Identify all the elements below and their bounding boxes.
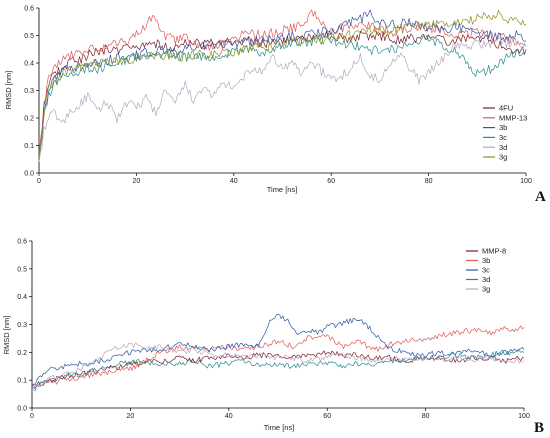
panel-b-series-line-3g: [31, 342, 525, 392]
panel-a-legend-label: 3b: [499, 123, 507, 132]
panel-a-y-tick-label: 0.5: [24, 33, 34, 40]
panel-b-series-line-3b: [31, 325, 525, 388]
panel-a-y-tick-label: 0.6: [24, 6, 34, 13]
panel-a-y-tick-label: 0.2: [24, 116, 34, 123]
panel-a-letter: A: [535, 189, 546, 205]
panel-b-legend-label: 3b: [482, 256, 490, 265]
panel-a-x-tick-label: 100: [520, 178, 532, 185]
panel-b-y-tick-label: 0.3: [17, 322, 27, 329]
panel-a-x-tick-label: 40: [230, 178, 238, 185]
panel-b-x-axis-title: Time [ns]: [264, 423, 295, 432]
panel-b-legend-label: 3d: [482, 275, 490, 284]
panel-a-x-tick-label: 0: [37, 178, 41, 185]
panel-b-y-tick-label: 0.2: [17, 350, 27, 357]
panel-b-legend-label: MMP-8: [482, 247, 506, 256]
panel-a-x-tick-label: 80: [425, 178, 433, 185]
panel-a-series-line-3c: [38, 34, 527, 163]
panel-b-letter: B: [534, 420, 544, 436]
panel-a-plot-area: 0 20 40 60 80 100 0.0 0.1 0.2 0.3 0.4 0.5 0.6 4FUMMP-…: [24, 6, 532, 186]
panel-b: 0 20 40 60 80 100 0.0 0.1 0.2 0.3 0.4 0.5 0.6 MMP-83b…: [2, 239, 544, 437]
panel-b-legend-label: 3c: [482, 266, 490, 275]
panel-b-legend-label: 3g: [482, 285, 490, 294]
panel-b-y-tick-label: 0.0: [17, 406, 27, 413]
panel-a-legend-label: 3c: [499, 133, 507, 142]
panel-a-y-tick-label: 0.3: [24, 88, 34, 95]
panel-a-y-axis-title: RMSD [nm]: [4, 71, 13, 110]
panel-b-x-tick-label: 40: [225, 413, 233, 420]
panel-a-series-line-3g: [38, 9, 527, 160]
panel-a-series-line-mmp-13: [38, 9, 527, 157]
panel-b-y-tick-label: 0.6: [17, 239, 27, 246]
panel-a-x-axis-title: Time [ns]: [267, 185, 298, 194]
panel-a-y-tick-label: 0.1: [24, 143, 34, 150]
panel-a-legend-label: MMP-13: [499, 113, 527, 122]
panel-b-series-lines: [31, 314, 525, 392]
panel-a-series-line-4fu: [38, 30, 527, 160]
panel-b-y-tick-label: 0.1: [17, 378, 27, 385]
panel-b-plot-area: 0 20 40 60 80 100 0.0 0.1 0.2 0.3 0.4 0.5 0.6 MMP-83b…: [17, 239, 530, 421]
panel-b-series-line-3c: [31, 314, 525, 386]
panel-b-series-line-mmp-8: [31, 350, 525, 388]
panel-b-y-axis-title: RMSD [nm]: [2, 316, 11, 355]
panel-a-series-line-3d: [38, 36, 527, 163]
panel-b-x-tick-label: 100: [518, 413, 530, 420]
panel-a-y-tick-label: 0.0: [24, 171, 34, 178]
panel-a-series-lines: [38, 9, 527, 163]
panel-b-x-tick-label: 20: [127, 413, 135, 420]
panel-a-x-tick-label: 20: [133, 178, 141, 185]
panel-a-x-tick-label: 60: [327, 178, 335, 185]
panel-b-x-tick-label: 80: [422, 413, 430, 420]
panel-a: 0 20 40 60 80 100 0.0 0.1 0.2 0.3 0.4 0.5 0.6 4FUMMP-…: [4, 6, 546, 206]
panel-a-legend-label: 4FU: [499, 104, 513, 113]
panel-a-legend-label: 3d: [499, 143, 507, 152]
panel-b-y-tick-label: 0.4: [17, 294, 27, 301]
panel-b-x-tick-label: 0: [30, 413, 34, 420]
panel-b-x-tick-label: 60: [323, 413, 331, 420]
panel-a-legend-label: 3g: [499, 153, 507, 162]
panel-a-y-tick-label: 0.4: [24, 61, 34, 68]
panel-b-y-tick-label: 0.5: [17, 266, 27, 273]
